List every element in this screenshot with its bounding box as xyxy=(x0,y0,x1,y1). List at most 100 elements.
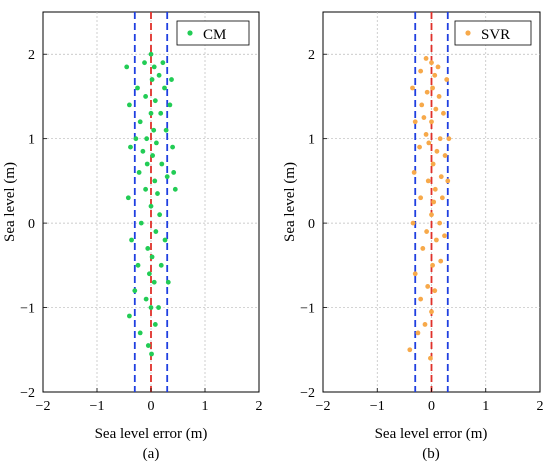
scatter-point xyxy=(433,106,439,112)
scatter-point xyxy=(142,60,147,66)
scatter-point xyxy=(126,102,132,108)
scatter-point xyxy=(411,170,417,175)
scatter-point xyxy=(160,60,166,66)
x-axis-label-a: Sea level error (m) xyxy=(95,426,208,442)
y-tick-label: 2 xyxy=(308,48,315,63)
scatter-point xyxy=(433,237,439,243)
scatter-point xyxy=(445,178,451,184)
scatter-point xyxy=(157,212,163,218)
y-axis-label-b: Sea level (m) xyxy=(282,162,298,242)
legend-label-svr: SVR xyxy=(481,27,510,43)
scatter-point xyxy=(170,144,176,150)
y-tick-label: −1 xyxy=(20,302,35,317)
scatter-points-a xyxy=(124,51,178,357)
legend-a: CM xyxy=(176,20,250,46)
scatter-point xyxy=(163,127,169,133)
scatter-point xyxy=(143,296,149,302)
legend-marker-svr xyxy=(465,30,471,36)
scatter-point xyxy=(442,153,448,158)
scatter-point xyxy=(410,220,416,226)
scatter-point xyxy=(429,309,434,315)
y-ticks-a: −2 −1 0 1 2 xyxy=(20,48,47,401)
scatter-point xyxy=(136,170,142,175)
panel-a: −2 −1 0 1 2 −2 −1 0 1 2 CM Sea level error (m) S… xyxy=(2,11,263,462)
scatter-point xyxy=(418,296,424,302)
scatter-point xyxy=(425,178,431,184)
scatter-point xyxy=(424,229,430,234)
legend-label-cm: CM xyxy=(203,27,226,43)
scatter-point xyxy=(437,136,443,142)
y-tick-label: 2 xyxy=(28,48,35,63)
scatter-point xyxy=(164,174,170,180)
x-ticks-a: −2 −1 0 1 2 xyxy=(36,388,263,414)
scatter-point xyxy=(421,115,427,120)
scatter-point xyxy=(423,56,429,61)
scatter-point xyxy=(124,64,130,70)
scatter-point xyxy=(165,279,171,285)
scatter-point xyxy=(412,119,418,125)
x-tick-label: 2 xyxy=(537,399,544,414)
scatter-point xyxy=(407,347,413,353)
x-tick-label: −1 xyxy=(370,399,385,414)
y-tick-label: 0 xyxy=(308,217,315,232)
scatter-point xyxy=(430,161,436,167)
scatter-point xyxy=(137,330,143,336)
scatter-point xyxy=(133,136,139,142)
scatter-point xyxy=(156,72,162,78)
scatter-point xyxy=(423,132,429,137)
scatter-point xyxy=(422,322,428,327)
scatter-point xyxy=(129,237,134,243)
x-tick-label: −2 xyxy=(316,399,331,414)
scatter-point xyxy=(162,237,168,243)
scatter-point xyxy=(140,148,146,154)
scatter-point xyxy=(438,258,444,264)
grid-b xyxy=(323,12,540,392)
scatter-point xyxy=(434,148,440,154)
scatter-point xyxy=(419,102,425,108)
scatter-point xyxy=(429,60,434,66)
panel-label-a: (a) xyxy=(143,446,160,462)
scatter-point xyxy=(442,233,447,239)
scatter-point xyxy=(135,262,141,268)
scatter-point xyxy=(148,51,154,57)
scatter-point xyxy=(132,288,138,294)
scatter-point xyxy=(149,77,155,82)
scatter-point xyxy=(431,199,437,205)
scatter-point xyxy=(425,284,431,289)
scatter-point xyxy=(167,102,173,108)
scatter-point xyxy=(138,220,144,226)
x-axis-label-b: Sea level error (m) xyxy=(375,426,488,442)
reference-lines-a xyxy=(133,12,169,392)
y-tick-label: 1 xyxy=(28,133,35,148)
scatter-point xyxy=(446,136,452,142)
scatter-point xyxy=(418,68,424,74)
scatter-point xyxy=(137,119,143,125)
scatter-point xyxy=(143,186,149,192)
scatter-point xyxy=(158,110,164,116)
scatter-point xyxy=(148,203,154,209)
scatter-point xyxy=(152,98,158,104)
scatter-point xyxy=(149,254,155,260)
scatter-point xyxy=(432,288,438,294)
scatter-point xyxy=(410,85,415,91)
x-tick-label: 1 xyxy=(202,399,209,414)
scatter-point xyxy=(151,279,157,285)
y-axis-label-a: Sea level (m) xyxy=(2,162,18,242)
scatter-point xyxy=(158,262,164,268)
scatter-point xyxy=(424,89,430,95)
scatter-point xyxy=(429,212,434,218)
scatter-point xyxy=(148,110,154,116)
legend-marker-cm xyxy=(187,30,193,36)
scatter-point xyxy=(156,305,161,310)
scatter-point xyxy=(429,119,434,125)
scatter-point xyxy=(153,229,159,234)
scatter-point xyxy=(159,161,165,167)
x-tick-label: 0 xyxy=(428,399,435,414)
scatter-point xyxy=(430,262,435,268)
x-tick-label: 0 xyxy=(148,399,155,414)
x-tick-label: 2 xyxy=(256,399,263,414)
scatter-point xyxy=(154,140,159,146)
scatter-point xyxy=(171,170,177,175)
scatter-point xyxy=(441,110,446,116)
